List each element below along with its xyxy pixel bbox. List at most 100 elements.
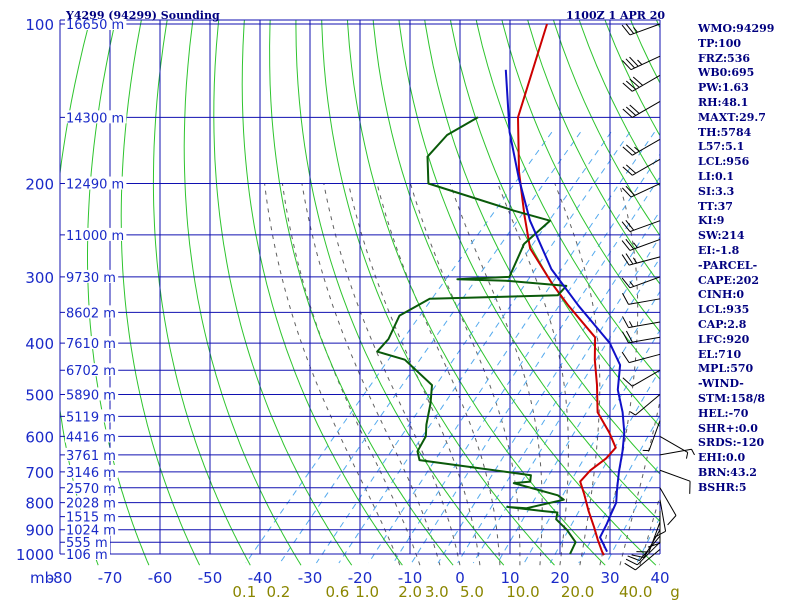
wind-barb xyxy=(622,158,661,176)
temperature-tick-label: -30 xyxy=(298,569,323,587)
wind-barb-staff xyxy=(639,535,661,561)
dewpoint-profile xyxy=(376,116,577,555)
temperature-axis-labels: mb-80 -70 -60 -50 -40 -30 -20 -10 0 10 20 30 40 xyxy=(30,569,670,587)
height-label-bg xyxy=(65,480,119,494)
moist-adiabat-line xyxy=(281,183,421,566)
temperature-tick-label: -60 xyxy=(148,569,173,587)
wind-barb-feather xyxy=(622,166,633,176)
stat-line: STM:158/8 xyxy=(698,391,765,405)
stat-line: SI:3.3 xyxy=(698,184,735,198)
wind-barb xyxy=(659,487,677,526)
wind-barb-feather xyxy=(625,23,635,34)
pressure-unit-label: mb xyxy=(30,569,54,587)
height-label-bg xyxy=(65,363,119,377)
mixing-ratio-label: 5.0 xyxy=(460,583,484,600)
stat-line: LCL:956 xyxy=(698,155,750,169)
stat-line: CAP:2.8 xyxy=(698,317,747,331)
mixing-ratio-line xyxy=(457,235,660,564)
wind-barb xyxy=(622,330,661,344)
mixing-ratio-label: g xyxy=(670,583,680,600)
stat-line: -WIND- xyxy=(698,377,744,391)
wind-barb xyxy=(642,420,661,452)
wind-barb-staff xyxy=(628,298,661,305)
pressure-label: 700 xyxy=(25,464,54,482)
wind-barb-feather xyxy=(621,254,630,266)
stat-line: EI:-1.8 xyxy=(698,243,740,257)
wind-barb-feather xyxy=(622,82,633,92)
temperature-tick-label: 20 xyxy=(550,569,569,587)
wind-barb-feather xyxy=(625,330,633,343)
wind-barb-feather xyxy=(625,238,635,250)
stat-line: CINH:0 xyxy=(698,288,745,302)
wind-barb-feather xyxy=(625,144,637,154)
moist-adiabat-line xyxy=(554,183,601,566)
wind-barb-staff xyxy=(629,220,661,233)
pressure-label: 200 xyxy=(25,176,54,194)
wind-barb xyxy=(621,238,661,251)
wind-barb-feather xyxy=(625,106,637,116)
wind-barb-staff xyxy=(659,487,677,516)
wind-barb-staff xyxy=(648,420,661,451)
wind-barb-staff xyxy=(632,158,661,176)
wind-barb xyxy=(621,351,661,364)
height-label: 9730 m xyxy=(66,271,116,286)
stat-line: RH:48.1 xyxy=(698,95,749,109)
wind-barb-feather xyxy=(621,351,630,363)
wind-barb-feather xyxy=(624,562,636,571)
moist-adiabat-line xyxy=(264,183,401,566)
stat-line: PW:1.63 xyxy=(698,81,749,95)
temperature-tick-label: -80 xyxy=(48,569,73,587)
wind-barb-staff xyxy=(628,321,661,329)
wind-barb-half-feather xyxy=(633,242,638,248)
wind-barb xyxy=(621,23,661,36)
moist-adiabat-line xyxy=(449,183,543,566)
moist-adiabat-line xyxy=(409,183,521,566)
wind-barb-feather xyxy=(622,146,633,156)
wind-barb xyxy=(621,276,661,289)
mixing-ratio-line xyxy=(606,461,660,564)
station-title: Y4299 (94299) Sounding xyxy=(66,9,220,22)
height-label-bg xyxy=(65,409,119,423)
height-label-bg xyxy=(65,509,119,523)
mixing-ratio-label: 20.0 xyxy=(561,583,594,600)
wind-barb-staff xyxy=(628,256,661,266)
height-label: 3761 m xyxy=(66,449,116,464)
stat-line: TP:100 xyxy=(698,36,742,50)
wind-barb xyxy=(624,548,661,571)
wind-barb-feather xyxy=(625,80,637,90)
wind-barb-feather xyxy=(629,104,640,114)
height-label: 5890 m xyxy=(66,388,116,403)
wind-barb-feather xyxy=(622,377,633,387)
temperature-tick-label: 0 xyxy=(455,569,465,587)
mixing-ratio-label: 2.0 xyxy=(398,583,422,600)
wind-barb-staff xyxy=(637,541,661,566)
height-label-bg xyxy=(65,547,110,560)
height-label-bg xyxy=(65,447,119,461)
wind-barb-feather xyxy=(667,515,677,526)
height-label: 106 m xyxy=(66,548,108,563)
stability-indices-panel: WMO:94299 TP:100 FRZ:536 WB0:695 PW:1.63 RH:4… xyxy=(698,22,774,496)
height-label-bg xyxy=(65,535,110,549)
pressure-label: 500 xyxy=(25,386,54,404)
pressure-label: 300 xyxy=(25,269,54,287)
height-labels: 16650 m 14300 m 12490 m 11000 m 9730 m 8602 m… xyxy=(65,17,127,563)
wind-barb-half-feather xyxy=(691,449,695,456)
wind-barb-feather xyxy=(627,555,640,562)
wind-barb-staff xyxy=(630,183,661,198)
height-label: 4416 m xyxy=(66,430,116,445)
mixing-ratio-label: 0.1 xyxy=(232,583,256,600)
wind-barb-feather xyxy=(622,316,629,328)
stat-line: EL:710 xyxy=(698,347,742,361)
wind-barb-feather xyxy=(625,164,637,174)
mixing-ratio-line xyxy=(472,257,660,564)
stat-line: FRZ:536 xyxy=(698,51,751,65)
stat-line: BSHR:5 xyxy=(698,480,747,494)
wind-barb xyxy=(622,369,661,387)
sounding-profiles xyxy=(376,23,626,556)
wind-barb-feather xyxy=(621,24,631,36)
wind-barb-staff xyxy=(659,499,667,532)
mixing-ratio-label: 3.0 xyxy=(425,583,449,600)
wind-barb-feather xyxy=(625,253,634,265)
mixing-ratio-line xyxy=(636,516,660,564)
